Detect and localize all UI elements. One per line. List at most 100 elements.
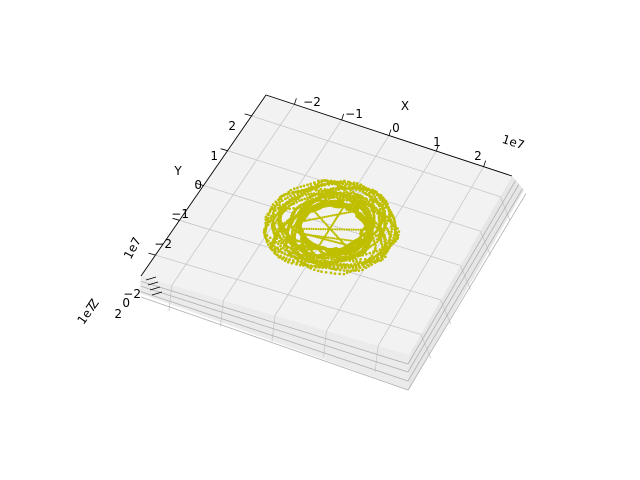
data-point [272, 229, 275, 232]
data-point [345, 193, 349, 197]
data-point [388, 237, 392, 241]
data-point [391, 239, 395, 243]
data-point [384, 243, 387, 247]
data-point [343, 188, 346, 192]
data-point [313, 210, 316, 213]
data-point [327, 253, 331, 257]
data-point [346, 197, 350, 201]
data-point [285, 202, 289, 206]
data-point [355, 260, 359, 263]
data-point [293, 229, 297, 232]
data-point [366, 209, 370, 213]
data-point [310, 192, 313, 196]
data-point [382, 254, 386, 258]
data-point [300, 188, 304, 192]
x-tick-label: 0 [392, 121, 400, 135]
data-point [380, 233, 384, 237]
data-point [301, 245, 305, 249]
data-point [298, 227, 301, 230]
data-point [383, 226, 387, 229]
data-point [341, 240, 344, 244]
data-point [264, 221, 268, 225]
data-point [322, 263, 325, 266]
data-point [325, 238, 328, 241]
data-point [306, 189, 309, 193]
data-point [390, 222, 394, 226]
data-point [333, 194, 336, 198]
data-point [383, 209, 387, 213]
data-point [331, 254, 335, 258]
data-point [315, 262, 319, 266]
data-point [336, 228, 339, 231]
data-point [302, 249, 305, 252]
data-point [308, 233, 311, 237]
data-point [322, 235, 325, 239]
data-point [365, 207, 369, 211]
data-point [339, 180, 343, 183]
data-point [347, 244, 351, 247]
z-tick-label: 0 [122, 296, 130, 310]
data-point [349, 189, 352, 192]
data-point [291, 241, 294, 245]
data-point [360, 187, 364, 191]
data-point [315, 217, 318, 220]
data-point [264, 226, 268, 229]
data-point [289, 223, 292, 227]
data-point [336, 198, 340, 202]
y-gridline [155, 254, 421, 335]
data-point [297, 220, 300, 224]
data-point [374, 221, 378, 225]
data-point [330, 229, 334, 232]
data-point [266, 219, 269, 223]
data-point [293, 243, 297, 247]
data-point [381, 203, 385, 207]
data-point [273, 249, 277, 253]
data-point [341, 197, 344, 200]
data-point [312, 268, 316, 272]
data-point [275, 219, 279, 222]
data-point [333, 257, 336, 261]
data-point [357, 187, 361, 190]
data-point [329, 271, 333, 275]
data-point [298, 194, 301, 198]
data-point [379, 198, 382, 202]
data-point [303, 219, 306, 222]
data-point [349, 263, 353, 267]
data-point [386, 206, 390, 209]
y-tick-label: −2 [154, 237, 172, 251]
data-point [343, 258, 346, 262]
data-point [315, 255, 319, 259]
data-point [332, 260, 335, 264]
data-point [317, 179, 320, 183]
data-point [348, 182, 352, 186]
data-point [330, 179, 333, 183]
data-point [386, 219, 390, 222]
data-point [318, 235, 321, 238]
data-point [390, 242, 393, 246]
data-point [349, 194, 352, 198]
data-point [285, 257, 288, 260]
data-point [302, 264, 305, 267]
data-point [296, 195, 300, 199]
data-point [360, 206, 363, 210]
data-point [380, 221, 384, 225]
data-point [348, 254, 351, 258]
data-point [279, 222, 282, 225]
z-layer-edge [140, 180, 516, 365]
data-point [383, 233, 386, 237]
data-point [287, 251, 291, 255]
data-point [305, 219, 308, 222]
data-point [282, 235, 286, 239]
data-point [397, 230, 401, 233]
data-point [349, 242, 353, 245]
data-point [321, 216, 324, 219]
data-point [385, 241, 389, 245]
data-point [309, 258, 313, 262]
data-point [325, 263, 329, 267]
data-point [364, 248, 368, 251]
data-point [313, 193, 317, 197]
data-point [358, 240, 361, 243]
data-point [312, 234, 315, 237]
data-point [274, 240, 278, 244]
data-point [328, 266, 332, 270]
